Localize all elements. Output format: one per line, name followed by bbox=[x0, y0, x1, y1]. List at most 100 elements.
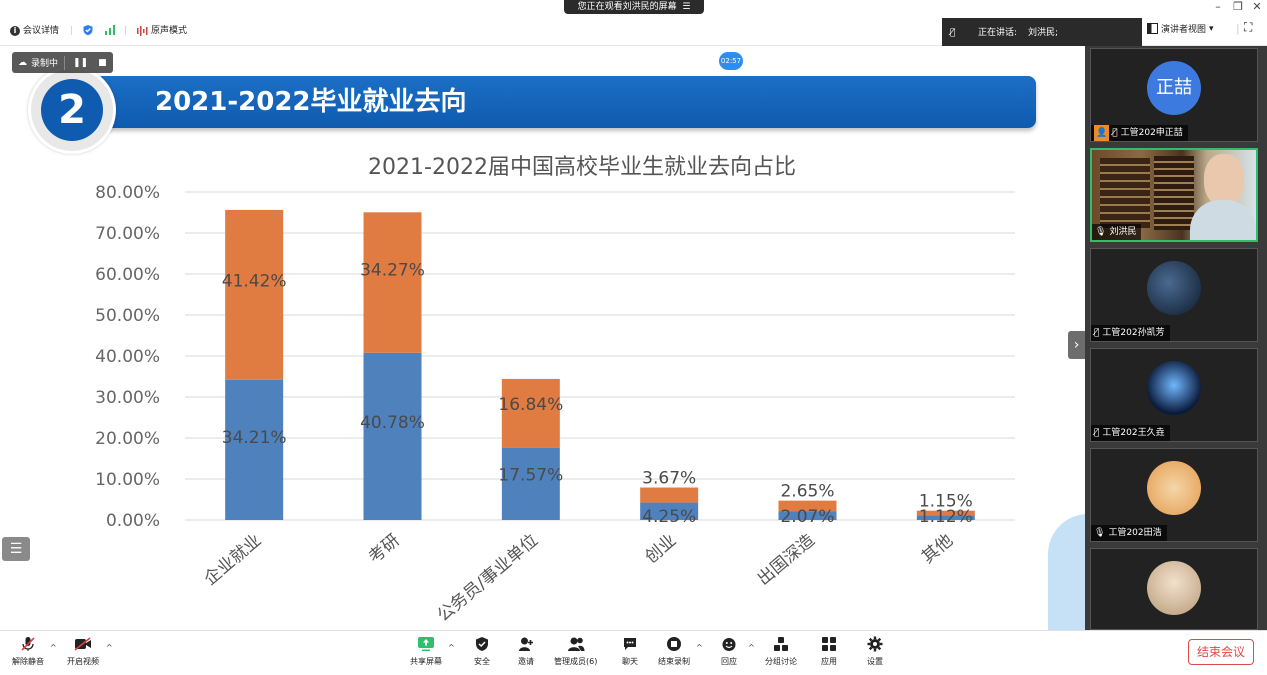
bottom-toolbar: 解除静音 ^ 开启视频 ^ 共享屏幕 ^ 安全 邀请 管理成员(6) 聊天 bbox=[0, 630, 1267, 675]
slide-number: 2 bbox=[41, 79, 103, 141]
participant-tile[interactable] bbox=[1090, 548, 1258, 630]
signal-icon[interactable] bbox=[104, 24, 116, 36]
emoji-icon bbox=[720, 635, 738, 653]
record-icon bbox=[665, 635, 683, 653]
list-icon[interactable]: ☰ bbox=[2, 537, 30, 561]
video-off-icon bbox=[74, 635, 92, 653]
bar-segment-lower bbox=[363, 352, 422, 520]
unmute-button[interactable]: 解除静音 bbox=[12, 635, 44, 667]
participant-name: 工管202申正喆 bbox=[1120, 128, 1183, 138]
participant-name: 刘洪民 bbox=[1109, 227, 1137, 237]
participant-tile[interactable]: 正喆 👤 🎙̸ 工管202申正喆 bbox=[1090, 48, 1258, 142]
invite-label: 邀请 bbox=[518, 657, 534, 666]
participant-gallery: 正喆 👤 🎙̸ 工管202申正喆 🎙 刘洪民 🎙̸ bbox=[1085, 46, 1267, 630]
minimize-icon[interactable]: – bbox=[1215, 0, 1221, 13]
slide-header-bar: 2021-2022毕业就业去向 bbox=[100, 76, 1036, 128]
manage-members-button[interactable]: 管理成员(6) bbox=[554, 635, 597, 667]
bar-segment-upper bbox=[363, 212, 422, 353]
unmute-label: 解除静音 bbox=[12, 657, 44, 666]
participant-label: 🎙 工管202田浩 bbox=[1091, 525, 1167, 541]
reaction-label: 回应 bbox=[721, 657, 737, 666]
share-screen-button[interactable]: 共享屏幕 bbox=[410, 635, 442, 667]
avatar bbox=[1147, 461, 1201, 515]
y-tick-label: 80.00% bbox=[95, 183, 160, 203]
meeting-info-label: 会议详情 bbox=[23, 26, 60, 36]
chevron-up-icon[interactable]: ^ bbox=[696, 643, 703, 652]
breakout-button[interactable]: 分组讨论 bbox=[765, 635, 797, 667]
participant-tile[interactable]: 🎙̸ 工管202孙凯芳 bbox=[1090, 248, 1258, 342]
data-label: 2.65% bbox=[780, 482, 834, 502]
bar-segment-upper bbox=[916, 510, 975, 516]
divider: | bbox=[70, 26, 74, 36]
x-tick-label: 其他 bbox=[918, 531, 957, 568]
info-icon: i bbox=[10, 26, 20, 36]
data-label: 3.67% bbox=[642, 469, 696, 489]
pause-icon[interactable]: ❚❚ bbox=[73, 57, 89, 68]
avatar: 正喆 bbox=[1147, 61, 1201, 115]
stop-recording-button[interactable]: 结束录制 bbox=[658, 635, 690, 667]
chevron-up-icon[interactable]: ^ bbox=[50, 643, 57, 652]
stacked-bar-chart: 2021-2022届中国高校毕业生就业去向占比 0.00% 10.00% 20.00… bbox=[95, 155, 1015, 626]
data-label: 1.15% bbox=[919, 492, 973, 512]
stop-icon[interactable]: ■ bbox=[98, 57, 107, 68]
data-label: 16.84% bbox=[498, 395, 563, 415]
restore-icon[interactable]: ❐ bbox=[1233, 0, 1243, 13]
y-tick-label: 40.00% bbox=[95, 347, 160, 367]
view-mode-button[interactable]: 演讲者视图 ▾ bbox=[1147, 22, 1214, 35]
share-screen-icon bbox=[417, 635, 435, 653]
stop-recording-label: 结束录制 bbox=[658, 657, 690, 666]
mic-muted-icon: 🎙̸ bbox=[1094, 328, 1100, 338]
apps-icon bbox=[820, 635, 838, 653]
speaker-name: 刘洪民; bbox=[1028, 28, 1059, 38]
shield-icon bbox=[473, 635, 491, 653]
start-video-button[interactable]: 开启视频 bbox=[67, 635, 99, 667]
invite-button[interactable]: 邀请 bbox=[517, 635, 535, 667]
participant-tile[interactable]: 🎙 工管202田浩 bbox=[1090, 448, 1258, 542]
fullscreen-icon[interactable]: ⛶ bbox=[1244, 20, 1253, 34]
participant-tile[interactable]: 🎙̸ 工管202王久垚 bbox=[1090, 348, 1258, 442]
apps-label: 应用 bbox=[821, 657, 837, 666]
cloud-record-icon: ☁ bbox=[18, 57, 27, 68]
y-tick-label: 50.00% bbox=[95, 306, 160, 326]
y-tick-label: 0.00% bbox=[106, 511, 160, 531]
chevron-up-icon[interactable]: ^ bbox=[748, 643, 755, 652]
screen-share-banner[interactable]: 您正在观看刘洪民的屏幕 ☰ bbox=[564, 0, 704, 14]
mic-muted-icon: 🎙̸ bbox=[1112, 128, 1118, 138]
meeting-info-button[interactable]: i 会议详情 bbox=[10, 24, 59, 38]
end-meeting-button[interactable]: 结束会议 bbox=[1188, 639, 1254, 665]
participant-label: 🎙 刘洪民 bbox=[1092, 224, 1142, 240]
recording-indicator: ☁ 录制中 ❚❚ ■ bbox=[12, 52, 113, 73]
security-shield-icon[interactable] bbox=[82, 24, 94, 36]
chevron-up-icon[interactable]: ^ bbox=[448, 643, 455, 652]
mic-muted-icon: 🎙̸ bbox=[950, 28, 956, 38]
y-tick-label: 60.00% bbox=[95, 265, 160, 285]
chevron-right-icon[interactable]: › bbox=[1068, 331, 1085, 359]
security-label: 安全 bbox=[474, 657, 490, 666]
view-mode-label: 演讲者视图 bbox=[1161, 25, 1207, 35]
data-label: 17.57% bbox=[498, 465, 563, 485]
start-video-label: 开启视频 bbox=[67, 657, 99, 666]
bar-segment-upper bbox=[640, 487, 699, 503]
apps-button[interactable]: 应用 bbox=[820, 635, 838, 667]
settings-button[interactable]: 设置 bbox=[866, 635, 884, 667]
chevron-up-icon[interactable]: ^ bbox=[106, 643, 113, 652]
slide-decoration bbox=[1048, 514, 1085, 630]
avatar bbox=[1147, 561, 1201, 615]
participant-label: 🎙̸ 工管202王久垚 bbox=[1091, 425, 1170, 441]
members-icon bbox=[567, 635, 585, 653]
participant-tile-active[interactable]: 🎙 刘洪民 bbox=[1090, 148, 1258, 242]
menu-icon[interactable]: ☰ bbox=[679, 2, 691, 12]
slide: 2021-2022毕业就业去向 2 2021-2022届中国高校毕业生就业去向占… bbox=[0, 46, 1085, 630]
y-tick-label: 30.00% bbox=[95, 388, 160, 408]
divider bbox=[64, 55, 66, 70]
title-bar: 您正在观看刘洪民的屏幕 ☰ – ❐ ✕ bbox=[0, 0, 1267, 16]
security-button[interactable]: 安全 bbox=[473, 635, 491, 667]
original-sound-button[interactable]: 原声模式 bbox=[136, 24, 187, 38]
x-tick-label: 出国深造 bbox=[754, 531, 819, 590]
avatar bbox=[1147, 361, 1201, 415]
y-tick-label: 10.00% bbox=[95, 470, 160, 490]
close-icon[interactable]: ✕ bbox=[1252, 0, 1262, 13]
reaction-button[interactable]: 回应 bbox=[720, 635, 738, 667]
chat-button[interactable]: 聊天 bbox=[621, 635, 639, 667]
